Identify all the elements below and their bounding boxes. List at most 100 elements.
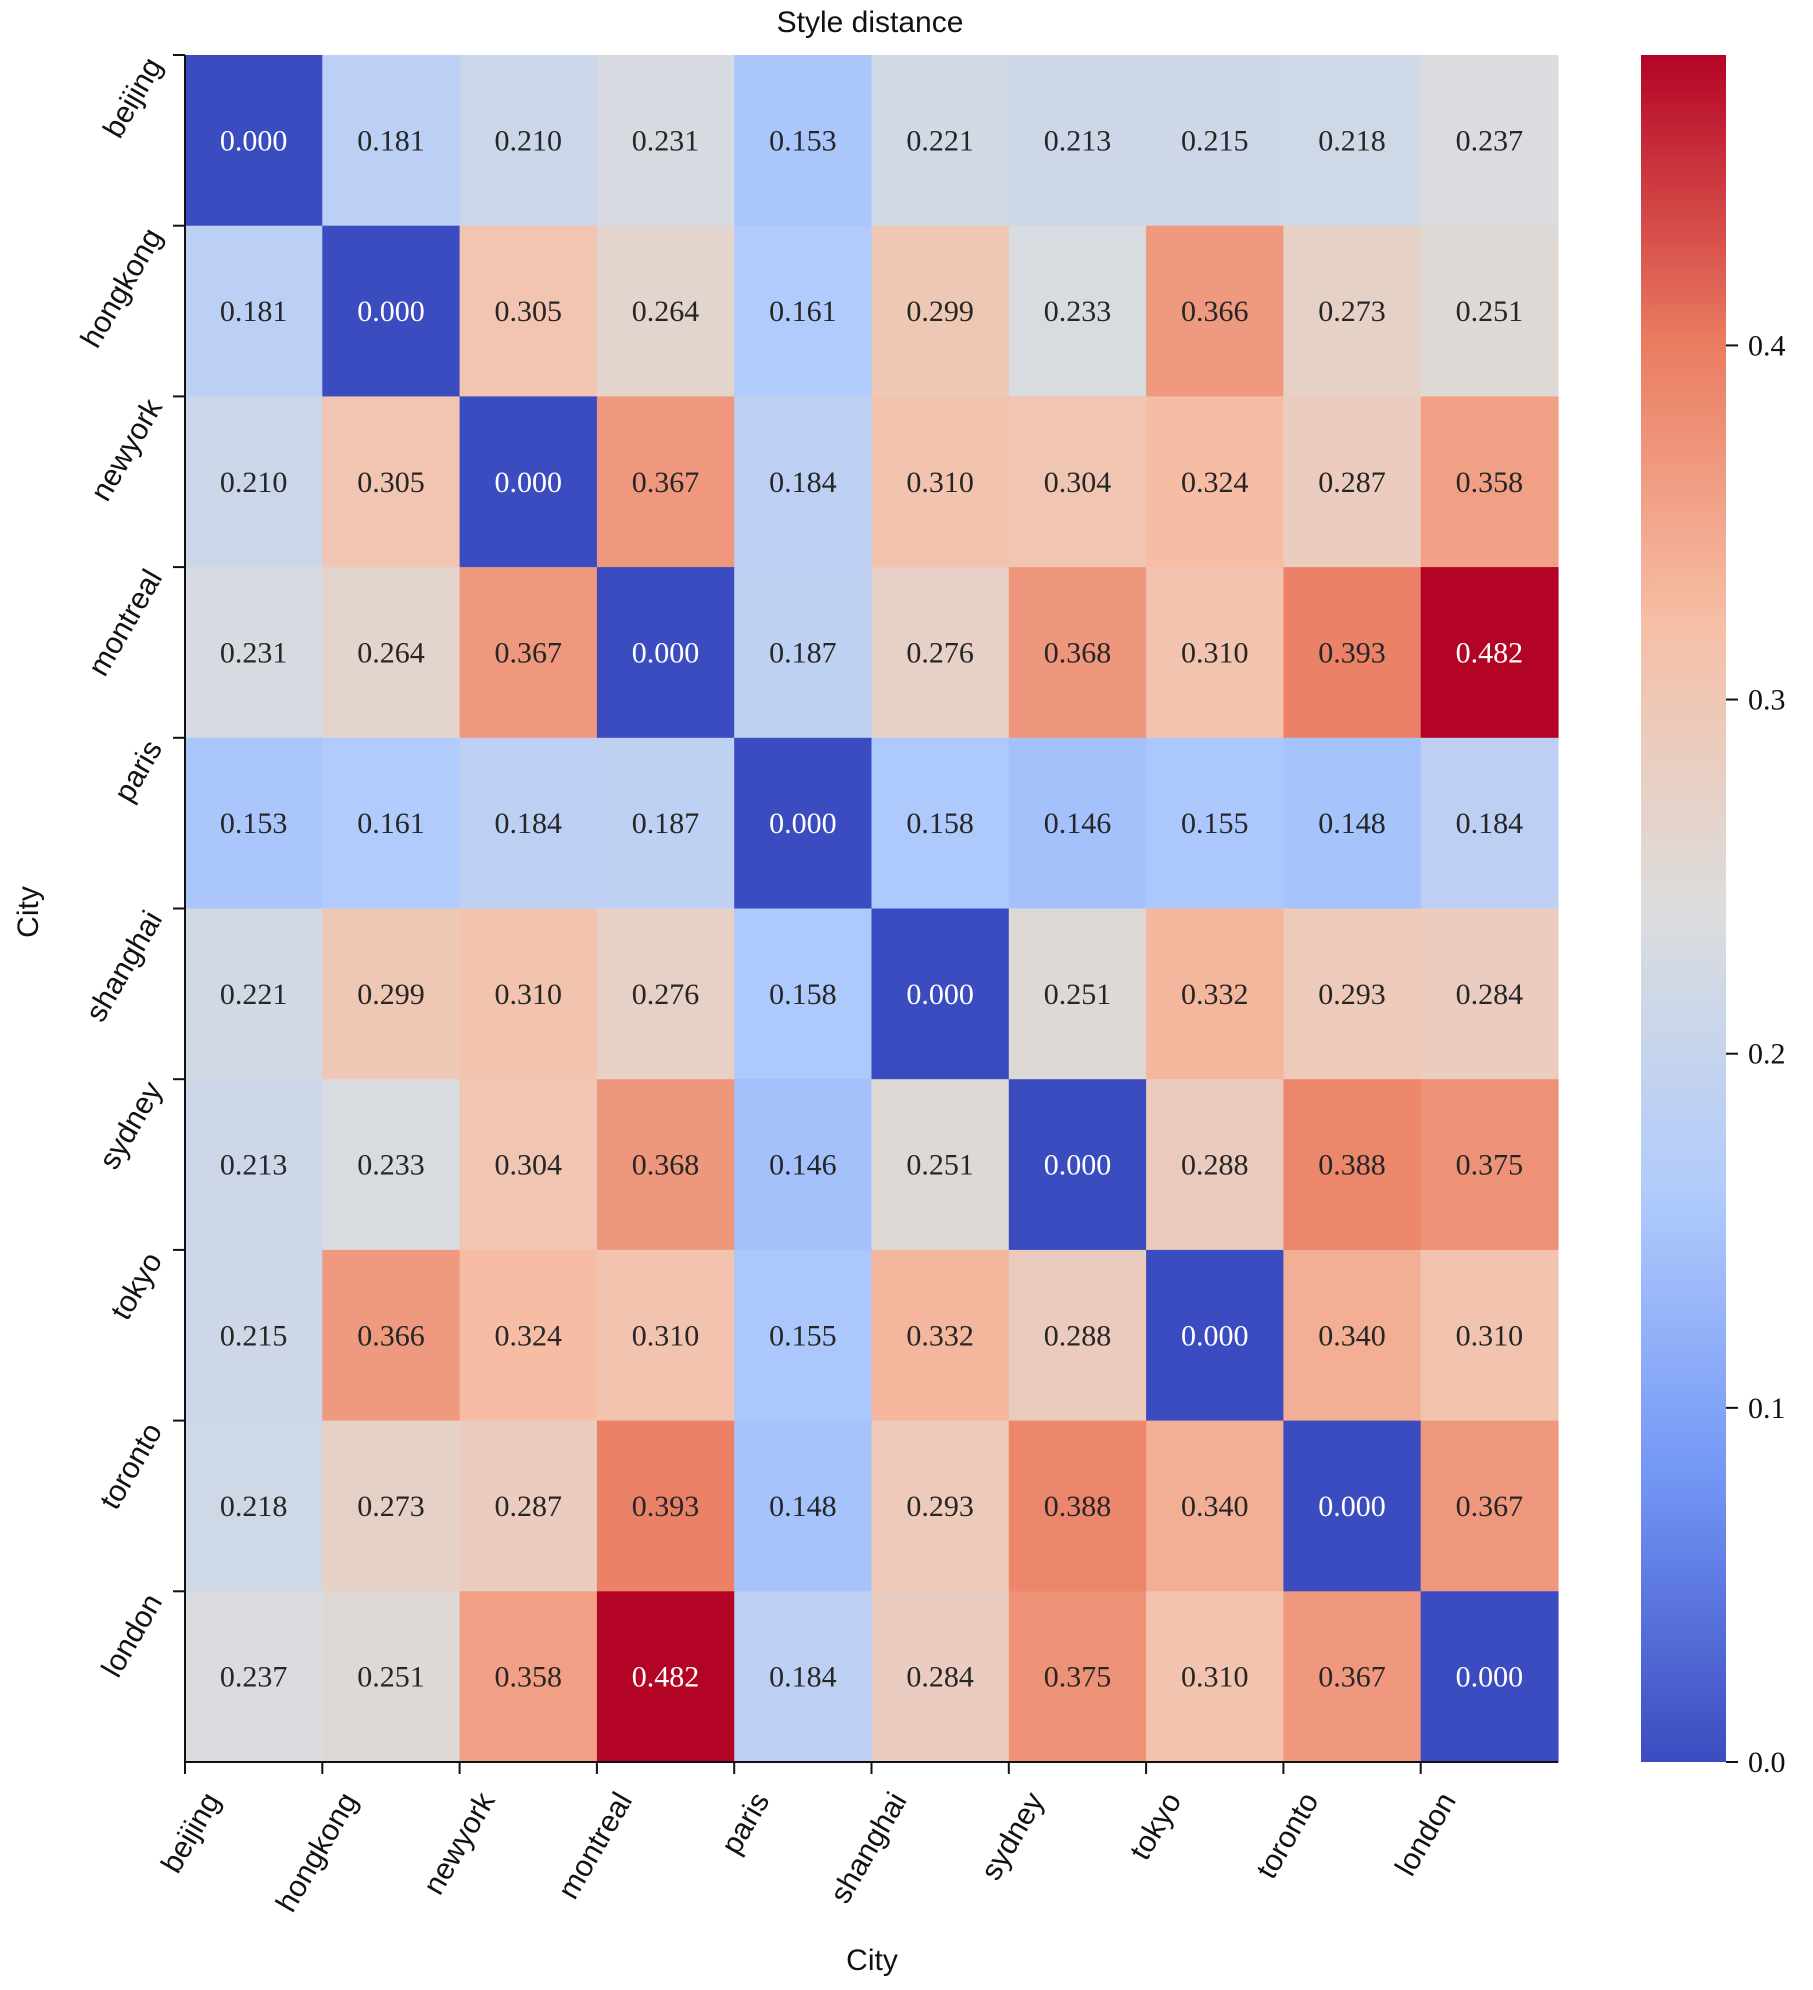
cell-value-paris-montreal: 0.187 xyxy=(632,807,700,840)
cell-value-paris-shanghai: 0.158 xyxy=(906,807,974,840)
y-tick-label-beijing: beijing xyxy=(97,52,169,144)
colorbar-gradient xyxy=(1641,55,1726,1762)
cell-value-paris-beijing: 0.153 xyxy=(220,807,288,840)
heatmap-cell-hongkong-toronto xyxy=(1283,225,1422,397)
heatmap-cell-paris-hongkong xyxy=(322,737,461,910)
heatmap-cell-toronto-montreal xyxy=(596,1420,735,1592)
cell-value-london-tokyo: 0.310 xyxy=(1181,1661,1249,1694)
y-tick-label-toronto: toronto xyxy=(94,1418,169,1515)
cell-value-london-sydney: 0.375 xyxy=(1044,1661,1112,1694)
heatmap-cell-beijing-beijing xyxy=(185,55,323,227)
heatmap-cell-sydney-montreal xyxy=(596,1079,735,1251)
cell-value-hongkong-sydney: 0.233 xyxy=(1044,295,1112,328)
cell-value-hongkong-beijing: 0.181 xyxy=(220,295,288,328)
cell-value-toronto-hongkong: 0.273 xyxy=(357,1490,425,1523)
heatmap-cell-hongkong-sydney xyxy=(1008,225,1147,397)
cell-value-toronto-london: 0.367 xyxy=(1456,1490,1524,1523)
x-tick-label-montreal: montreal xyxy=(552,1787,639,1905)
cell-value-newyork-sydney: 0.304 xyxy=(1044,466,1112,499)
cell-value-london-shanghai: 0.284 xyxy=(906,1661,974,1694)
cell-value-tokyo-sydney: 0.288 xyxy=(1044,1319,1112,1352)
heatmap-cell-sydney-toronto xyxy=(1283,1079,1422,1251)
cell-value-shanghai-shanghai: 0.000 xyxy=(906,978,974,1011)
heatmap-cell-montreal-montreal xyxy=(596,567,735,739)
heatmap-cell-shanghai-paris xyxy=(734,908,873,1080)
heatmap-cell-newyork-sydney xyxy=(1008,396,1147,568)
cell-value-montreal-shanghai: 0.276 xyxy=(906,636,974,669)
cell-value-hongkong-hongkong: 0.000 xyxy=(357,295,425,328)
cell-value-london-paris: 0.184 xyxy=(769,1661,837,1694)
heatmap-cell-montreal-beijing xyxy=(185,567,323,739)
cell-value-newyork-paris: 0.184 xyxy=(769,466,837,499)
heatmap-cell-sydney-tokyo xyxy=(1146,1079,1284,1251)
y-tick-label-tokyo: tokyo xyxy=(105,1247,169,1326)
colorbar-tick-label-4: 0.4 xyxy=(1748,329,1786,362)
chart-title: Style distance xyxy=(777,6,964,39)
heatmap-cell-london-tokyo xyxy=(1146,1591,1284,1763)
heatmap-cell-hongkong-montreal xyxy=(596,225,735,397)
cell-value-toronto-beijing: 0.218 xyxy=(220,1490,288,1523)
heatmap-cell-newyork-newyork xyxy=(459,396,598,568)
heatmap-cell-newyork-toronto xyxy=(1283,396,1422,568)
heatmap-cell-sydney-shanghai xyxy=(871,1079,1010,1251)
y-tick-label-montreal: montreal xyxy=(82,564,169,682)
cell-value-toronto-sydney: 0.388 xyxy=(1044,1490,1112,1523)
cell-value-paris-newyork: 0.184 xyxy=(495,807,563,840)
heatmap-cell-tokyo-paris xyxy=(734,1249,873,1422)
x-tick-label-newyork: newyork xyxy=(417,1786,502,1900)
cell-value-beijing-sydney: 0.213 xyxy=(1044,124,1112,157)
heatmap-cell-tokyo-sydney xyxy=(1008,1249,1147,1422)
heatmap-cell-hongkong-london xyxy=(1420,225,1559,397)
heatmap-cell-sydney-sydney xyxy=(1008,1079,1147,1251)
cell-value-london-beijing: 0.237 xyxy=(220,1661,288,1694)
heatmap-cell-paris-tokyo xyxy=(1146,737,1284,910)
cell-value-newyork-beijing: 0.210 xyxy=(220,466,288,499)
cell-value-beijing-tokyo: 0.215 xyxy=(1181,124,1249,157)
heatmap-cell-beijing-tokyo xyxy=(1146,55,1284,227)
cell-value-montreal-tokyo: 0.310 xyxy=(1181,636,1249,669)
heatmap-cell-toronto-paris xyxy=(734,1420,873,1592)
y-tick-label-sydney: sydney xyxy=(93,1076,169,1175)
heatmap-cell-london-london xyxy=(1420,1591,1559,1763)
cell-value-tokyo-paris: 0.155 xyxy=(769,1319,837,1352)
heatmap-cell-newyork-tokyo xyxy=(1146,396,1284,568)
heatmap-cell-newyork-shanghai xyxy=(871,396,1010,568)
cell-value-shanghai-hongkong: 0.299 xyxy=(357,978,425,1011)
cell-value-sydney-shanghai: 0.251 xyxy=(906,1149,974,1182)
heatmap-cell-paris-montreal xyxy=(596,737,735,910)
x-tick-label-hongkong: hongkong xyxy=(270,1787,364,1918)
colorbar-tick-label-2: 0.2 xyxy=(1748,1038,1786,1071)
heatmap-cell-shanghai-beijing xyxy=(185,908,323,1080)
heatmap-cell-london-shanghai xyxy=(871,1591,1010,1763)
heatmap-cell-montreal-sydney xyxy=(1008,567,1147,739)
cell-value-hongkong-toronto: 0.273 xyxy=(1318,295,1386,328)
x-tick-label-toronto: toronto xyxy=(1250,1787,1325,1884)
cell-value-sydney-hongkong: 0.233 xyxy=(357,1149,425,1182)
heatmap-cell-toronto-shanghai xyxy=(871,1420,1010,1592)
heatmap-cell-beijing-newyork xyxy=(459,55,598,227)
heatmap-cell-toronto-sydney xyxy=(1008,1420,1147,1592)
cell-value-montreal-sydney: 0.368 xyxy=(1044,636,1112,669)
cell-value-sydney-montreal: 0.368 xyxy=(632,1149,700,1182)
y-axis: beijing hongkong newyork montreal paris shang… xyxy=(75,52,186,1762)
heatmap-cell-beijing-toronto xyxy=(1283,55,1422,227)
cell-value-newyork-tokyo: 0.324 xyxy=(1181,466,1249,499)
cell-value-montreal-newyork: 0.367 xyxy=(495,636,563,669)
y-tick-label-hongkong: hongkong xyxy=(75,223,169,354)
cell-value-paris-hongkong: 0.161 xyxy=(357,807,425,840)
y-tick-label-london: london xyxy=(95,1588,169,1683)
heatmap-cell-tokyo-newyork xyxy=(459,1249,598,1422)
cell-value-newyork-toronto: 0.287 xyxy=(1318,466,1386,499)
heatmap-cell-toronto-hongkong xyxy=(322,1420,461,1592)
heatmap-cell-hongkong-newyork xyxy=(459,225,598,397)
heatmap-cell-newyork-london xyxy=(1420,396,1559,568)
x-axis: beijing hongkong newyork montreal paris shang… xyxy=(155,1761,1558,1918)
cell-value-montreal-beijing: 0.231 xyxy=(220,636,288,669)
heatmap-cell-toronto-toronto xyxy=(1283,1420,1422,1592)
cell-value-sydney-sydney: 0.000 xyxy=(1044,1149,1112,1182)
cell-value-shanghai-paris: 0.158 xyxy=(769,978,837,1011)
heatmap-cell-tokyo-beijing xyxy=(185,1249,323,1422)
heatmap-cell-shanghai-sydney xyxy=(1008,908,1147,1080)
x-tick-label-tokyo: tokyo xyxy=(1124,1787,1188,1866)
cell-value-newyork-london: 0.358 xyxy=(1456,466,1524,499)
